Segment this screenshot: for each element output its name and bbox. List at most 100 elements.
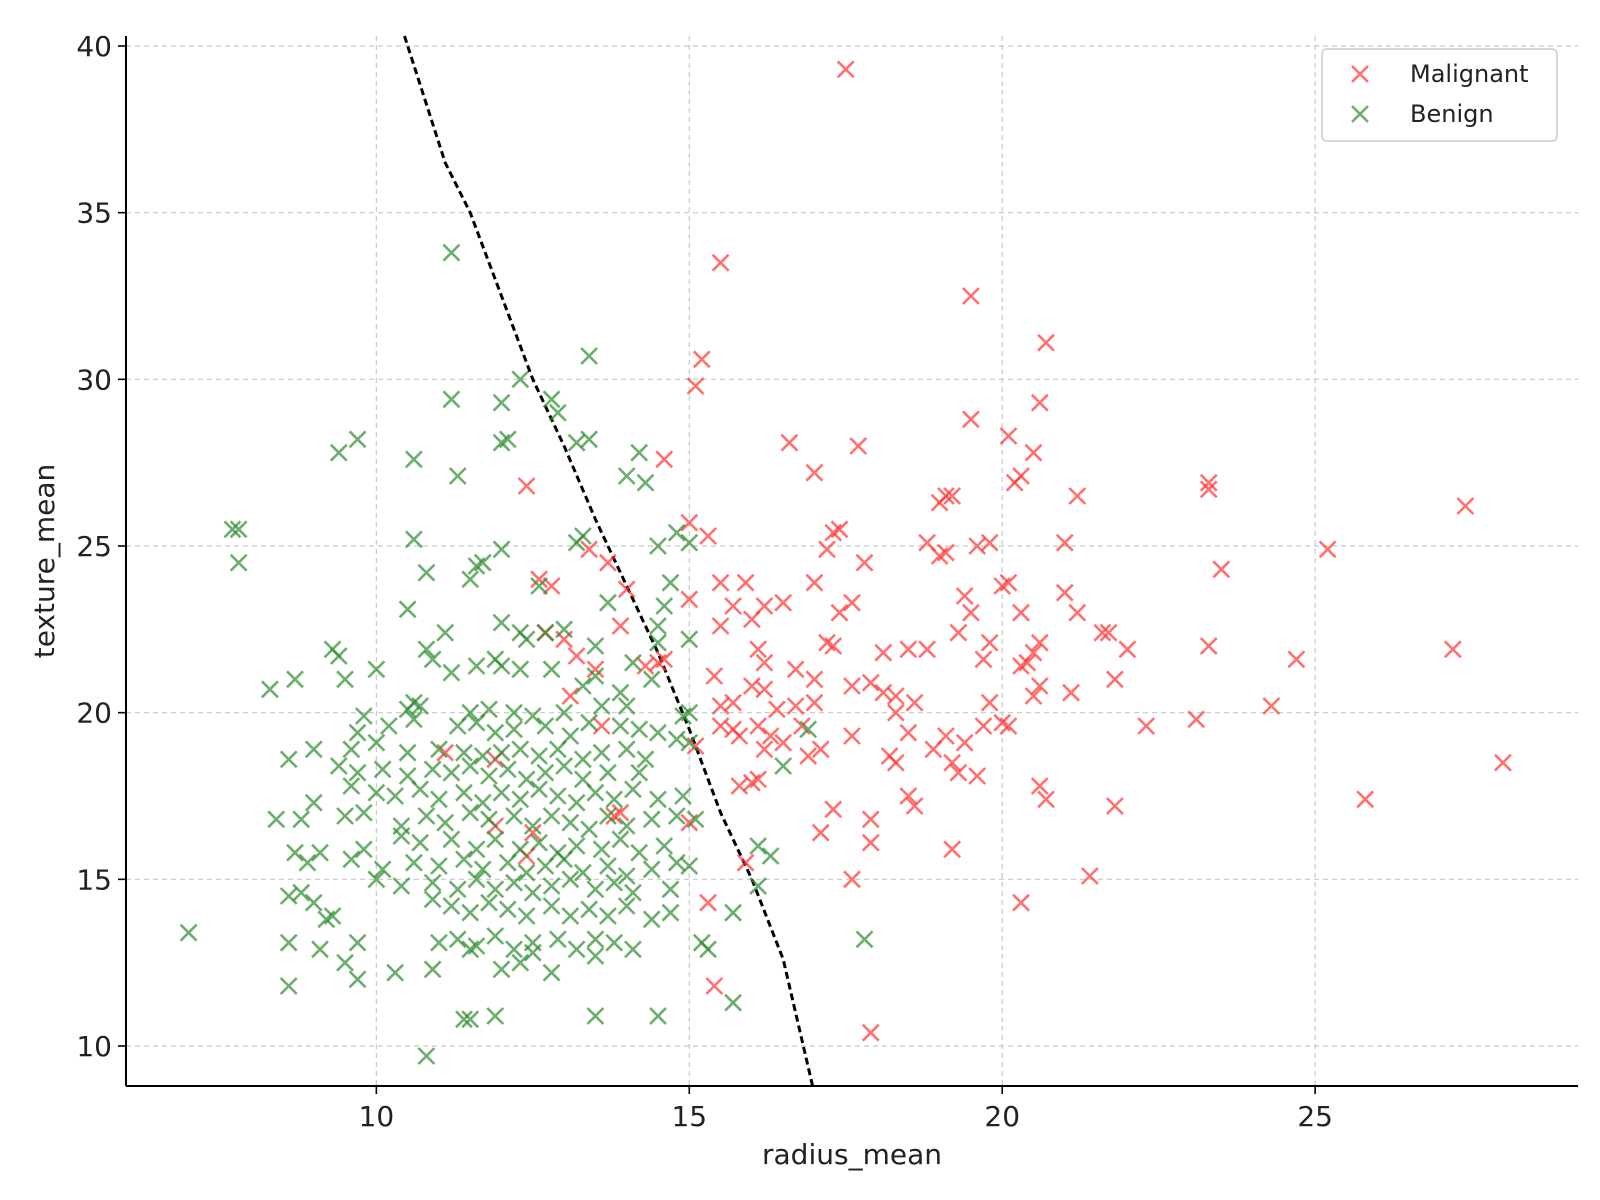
data-point-malignant: [749, 770, 768, 789]
data-point-malignant: [1443, 640, 1462, 659]
data-point-benign: [404, 710, 423, 729]
data-point-benign: [404, 853, 423, 872]
data-point-malignant: [1287, 650, 1306, 669]
data-point-malignant: [699, 893, 717, 912]
data-point-malignant: [580, 540, 599, 559]
data-point-benign: [492, 613, 511, 632]
y-tick-label: 40: [76, 30, 112, 63]
y-tick-label: 25: [76, 530, 112, 563]
data-point-malignant: [1068, 487, 1087, 505]
legend-label-benign: Benign: [1410, 100, 1494, 128]
data-point-benign: [630, 843, 649, 862]
data-point-malignant: [1093, 623, 1112, 642]
axes: [125, 36, 1578, 1087]
data-point-benign: [492, 783, 511, 802]
data-point-benign: [486, 723, 505, 742]
data-point-benign: [461, 940, 480, 959]
data-point-benign: [442, 663, 461, 682]
data-point-benign: [286, 670, 304, 689]
y-tick-label: 15: [76, 863, 112, 896]
data-point-malignant: [680, 513, 699, 532]
data-point-benign: [586, 880, 605, 899]
series-malignant: [436, 60, 1512, 1042]
data-point-benign: [680, 733, 699, 752]
data-point-benign: [624, 883, 642, 902]
data-point-malignant: [886, 703, 905, 722]
data-point-malignant: [617, 580, 636, 599]
data-point-benign: [398, 743, 417, 762]
data-point-malignant: [692, 350, 711, 369]
data-point-benign: [379, 717, 398, 735]
data-point-malignant: [805, 573, 824, 592]
data-point-malignant: [542, 577, 561, 595]
data-point-malignant: [1030, 633, 1049, 652]
data-point-benign: [329, 443, 348, 462]
data-point-benign: [492, 657, 511, 675]
data-point-malignant: [1199, 473, 1218, 492]
data-point-benign: [304, 793, 323, 812]
data-point-benign: [523, 817, 542, 835]
data-point-benign: [680, 857, 699, 875]
data-point-malignant: [943, 487, 962, 505]
data-point-benign: [480, 893, 498, 912]
data-point-malignant: [805, 463, 824, 482]
data-point-malignant: [899, 640, 918, 659]
data-point-malignant: [849, 437, 868, 455]
data-point-benign: [348, 430, 367, 449]
data-point-malignant: [605, 807, 624, 825]
y-tick-label: 20: [76, 697, 112, 730]
data-point-benign: [655, 597, 674, 615]
data-point-malignant: [843, 870, 861, 889]
data-point-malignant: [774, 733, 793, 752]
data-point-malignant: [1030, 677, 1049, 695]
data-point-benign: [649, 790, 667, 809]
data-point-benign: [649, 537, 667, 555]
data-point-malignant: [530, 570, 548, 589]
data-point-benign: [486, 830, 505, 849]
data-point-malignant: [767, 700, 786, 719]
data-point-benign: [774, 757, 793, 775]
y-tick-label: 30: [76, 363, 112, 396]
data-point-benign: [229, 553, 248, 572]
data-point-benign: [586, 783, 605, 802]
data-point-benign: [536, 717, 555, 735]
data-point-malignant: [993, 577, 1012, 595]
data-point-malignant: [961, 410, 980, 429]
data-point-benign: [342, 850, 361, 869]
data-point-malignant: [943, 753, 962, 772]
data-point-benign: [586, 947, 605, 965]
data-point-malignant: [980, 693, 999, 712]
data-point-benign: [480, 767, 498, 785]
data-point-benign: [598, 807, 617, 825]
data-point-malignant: [1024, 687, 1043, 705]
data-point-malignant: [755, 653, 774, 672]
data-point-malignant: [1212, 560, 1231, 579]
data-point-benign: [605, 933, 624, 952]
data-point-benign: [661, 880, 680, 899]
data-point-benign: [586, 930, 605, 949]
data-point-benign: [455, 850, 473, 869]
data-point-benign: [542, 390, 561, 409]
data-point-malignant: [711, 617, 730, 635]
data-point-benign: [342, 740, 361, 759]
data-point-benign: [492, 540, 511, 559]
data-point-benign: [749, 877, 768, 895]
legend-marker-benign: [1351, 105, 1369, 123]
data-point-benign: [298, 853, 317, 872]
data-point-benign: [561, 813, 580, 832]
data-point-benign: [586, 1007, 605, 1025]
data-point-benign: [430, 740, 448, 759]
data-point-malignant: [974, 717, 993, 735]
data-point-malignant: [1318, 540, 1337, 559]
data-point-benign: [336, 953, 354, 972]
data-point-benign: [411, 780, 430, 799]
decision-boundary: [403, 35, 815, 1087]
data-point-benign: [555, 757, 574, 775]
data-point-benign: [292, 810, 311, 829]
data-point-benign: [505, 873, 523, 892]
data-point-benign: [404, 450, 423, 469]
data-point-benign: [336, 670, 354, 689]
data-point-benign: [724, 993, 743, 1012]
data-point-benign: [486, 927, 505, 945]
data-point-benign: [342, 777, 361, 795]
